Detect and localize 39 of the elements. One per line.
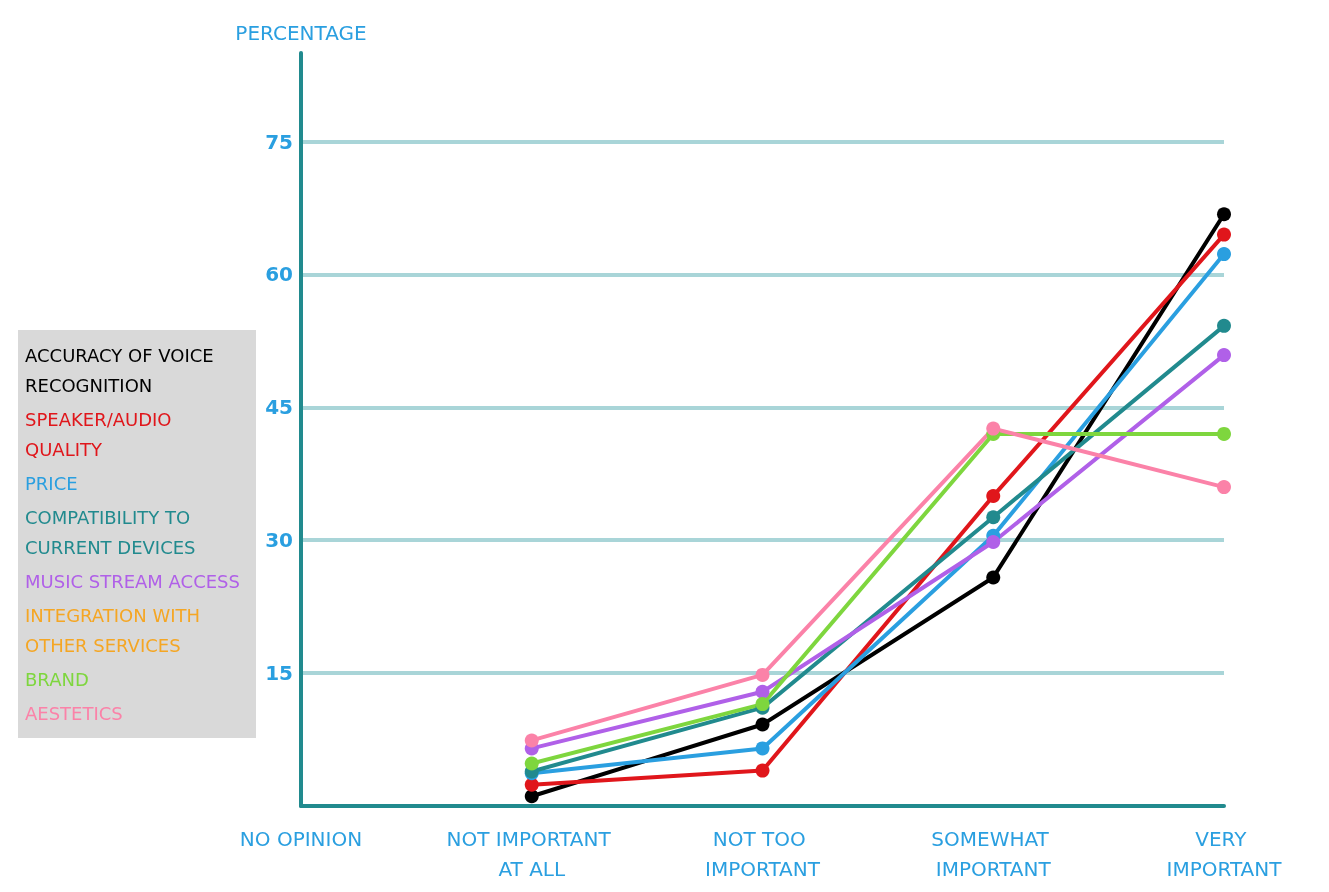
legend-label: INTEGRATION WITH OTHER SERVICES xyxy=(25,604,206,656)
point xyxy=(1217,426,1231,441)
text: AESTETICS xyxy=(25,702,123,724)
y-tick-label: 45 xyxy=(265,395,293,420)
text: PRICE xyxy=(25,472,78,494)
x-tick-label: SOMEWHAT IMPORTANT xyxy=(931,827,1056,881)
point xyxy=(755,717,770,732)
y-axis-title: PERCENTAGE xyxy=(235,21,367,45)
x-tick-label: NOT IMPORTANT AT ALL xyxy=(446,827,618,881)
point xyxy=(1217,480,1231,495)
point xyxy=(986,421,1001,436)
x-tick-label: NOT TOO IMPORTANT xyxy=(705,827,821,881)
x-tick-label: NO OPINION xyxy=(239,827,363,851)
point xyxy=(524,777,539,792)
y-tick-label: 15 xyxy=(265,661,293,686)
point xyxy=(755,763,770,778)
text: COMPATIBILITY TO CURRENT DEVICES xyxy=(25,506,196,558)
point xyxy=(1217,318,1231,333)
point xyxy=(1217,247,1231,262)
point xyxy=(986,510,1001,525)
y-tick-label: 30 xyxy=(265,528,293,553)
point xyxy=(524,756,539,771)
text: MUSIC STREAM ACCESS xyxy=(25,570,240,592)
point xyxy=(755,667,770,682)
x-tick-label: VERY IMPORTANT xyxy=(1166,827,1283,881)
text: ACCURACY OF VOICE RECOGNITION xyxy=(25,344,220,396)
point xyxy=(524,733,539,748)
y-tick-label: 60 xyxy=(265,262,293,287)
point xyxy=(755,741,770,756)
text: BRAND xyxy=(25,668,89,690)
point xyxy=(986,570,1001,585)
text: SPEAKER/AUDIO QUALITY xyxy=(25,408,178,460)
point xyxy=(1217,348,1231,363)
point xyxy=(1217,207,1231,222)
y-tick-label: 75 xyxy=(265,129,293,154)
point xyxy=(1217,227,1231,242)
point xyxy=(755,684,770,699)
point xyxy=(986,535,1001,549)
point xyxy=(986,488,1001,503)
